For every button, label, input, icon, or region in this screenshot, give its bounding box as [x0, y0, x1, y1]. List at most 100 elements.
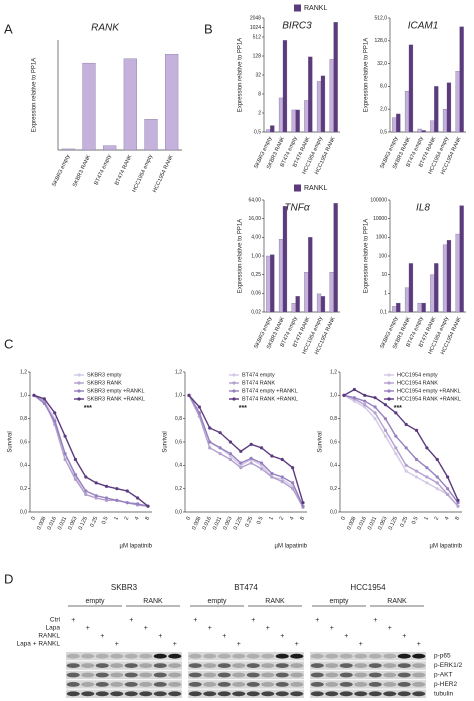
blot-band	[310, 691, 324, 697]
blot-band	[66, 653, 80, 659]
point	[94, 494, 98, 498]
blot-band	[290, 682, 304, 687]
x-tick-label: HCC1954 RANK	[152, 154, 175, 194]
legend-label: HCC1954 empty +RANKL	[397, 388, 461, 394]
blot-band	[217, 672, 231, 678]
point	[446, 492, 450, 497]
blot-band	[188, 691, 202, 697]
treatment-mark: +	[280, 633, 284, 640]
legend-label: BT474 RANK +RANKL	[242, 396, 298, 402]
blot-band	[290, 672, 304, 678]
annotation: ***	[84, 405, 92, 412]
bar	[333, 22, 338, 133]
blot-band	[110, 663, 124, 668]
cell-line: SKBR3	[111, 583, 138, 592]
point	[136, 496, 140, 500]
blot-band	[310, 653, 324, 659]
point	[84, 489, 88, 493]
y-tick-label: 0,5	[380, 129, 387, 135]
legend-label: SKBR3 RANK +RANKL	[87, 396, 145, 402]
point	[53, 411, 57, 415]
legend-point	[387, 397, 391, 401]
legend-point	[232, 389, 236, 393]
blot-band	[368, 653, 382, 659]
blot-band	[325, 663, 339, 668]
y-tick-label: 0,0	[20, 509, 27, 515]
x-tick-label: 1	[268, 516, 275, 521]
bar	[270, 254, 275, 313]
blot-band	[397, 653, 411, 659]
blot-band	[95, 672, 109, 678]
bar	[103, 145, 117, 151]
bar	[304, 100, 309, 133]
blot-band	[290, 663, 304, 668]
line	[343, 388, 459, 501]
blot-band	[232, 691, 246, 697]
y-tick-label: 10000	[373, 216, 387, 222]
x-tick-label: 0.008	[36, 516, 47, 531]
point	[239, 466, 243, 470]
y-tick-label: 2	[258, 110, 261, 116]
chart-title: ICAM1	[408, 21, 439, 32]
cell-line: BT474	[234, 583, 258, 592]
bar	[295, 109, 300, 133]
x-tick-label: 2	[279, 516, 286, 521]
blot-band	[168, 691, 182, 697]
y-tick-label: 0,5	[254, 129, 261, 135]
blot-band	[81, 691, 95, 697]
treatment-mark: +	[330, 625, 334, 632]
legend-point	[387, 389, 391, 393]
band-label: p-ERK1/2	[434, 662, 463, 669]
point	[280, 477, 284, 481]
blot-band	[261, 663, 275, 668]
point	[63, 452, 67, 456]
blot-band	[139, 682, 153, 687]
blot-band	[339, 682, 353, 687]
point	[249, 456, 253, 460]
point	[63, 434, 67, 438]
x-tick-label: 0.5	[101, 516, 110, 525]
treatment-mark: +	[71, 617, 75, 624]
point	[363, 405, 367, 409]
y-tick-label: 1,0	[330, 393, 337, 399]
blot-band	[66, 672, 80, 678]
bar	[282, 206, 288, 313]
point	[394, 446, 398, 450]
point	[414, 457, 419, 462]
y-tick-label: 0,02	[251, 309, 261, 315]
treatment-mark: +	[344, 633, 348, 640]
blot-band	[124, 663, 138, 668]
chart-title: BIRC3	[282, 21, 312, 32]
legend-label: BT474 empty +RANKL	[242, 388, 298, 394]
point	[301, 501, 305, 505]
blot-band	[124, 672, 138, 678]
blot-band	[246, 682, 260, 687]
blot-band	[275, 682, 289, 687]
blot-band	[153, 691, 167, 697]
blot-band	[275, 672, 289, 678]
blot-band	[310, 672, 324, 678]
treatment-mark: +	[295, 641, 299, 648]
blot-band	[325, 672, 339, 678]
blot-band	[261, 653, 275, 659]
blot-band	[168, 653, 182, 659]
treatment-mark: +	[266, 625, 270, 632]
blot-band	[203, 672, 217, 678]
blot-band	[110, 653, 124, 659]
point	[270, 471, 274, 476]
blot-band	[188, 682, 202, 687]
blot-band	[290, 691, 304, 697]
blot-band	[217, 663, 231, 668]
blot-band	[217, 682, 231, 687]
point	[404, 463, 408, 467]
bar	[417, 128, 422, 133]
point	[301, 504, 305, 508]
x-tick-label: 8	[144, 516, 151, 521]
bar	[291, 109, 296, 133]
bar	[434, 86, 439, 133]
x-tick-label: 4	[289, 516, 296, 521]
band-label: p-p65	[434, 653, 451, 660]
point	[270, 454, 274, 458]
y-tick-label: 0,0	[175, 509, 182, 515]
blot-band	[246, 691, 260, 697]
